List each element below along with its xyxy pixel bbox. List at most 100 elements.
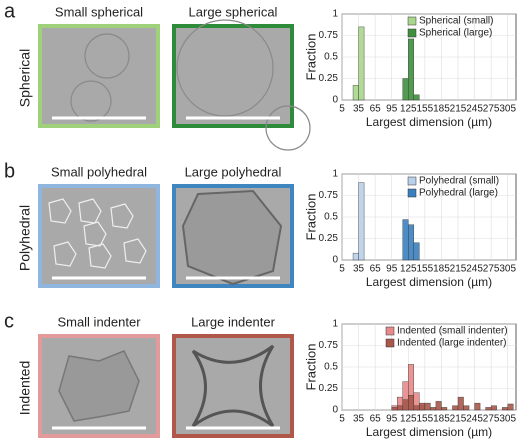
- legend-label: Spherical (small): [419, 16, 493, 27]
- bar: [352, 252, 359, 261]
- bar: [463, 405, 470, 411]
- row-label: Polyhedral: [17, 205, 33, 271]
- y-axis-label: Fraction: [303, 194, 318, 241]
- bar: [358, 182, 365, 261]
- particle: [78, 198, 102, 224]
- y-tick-label: 0.75: [319, 340, 339, 351]
- x-tick-label: 35: [353, 264, 365, 275]
- x-tick-label: 155: [417, 414, 434, 425]
- x-tick-label: 5: [339, 104, 345, 115]
- legend-label: Indented (small indenter): [397, 326, 508, 337]
- x-tick-label: 185: [433, 104, 450, 115]
- bar: [413, 242, 420, 261]
- legend-swatch: [407, 16, 417, 26]
- particle: [70, 80, 112, 122]
- legend-swatch: [407, 28, 417, 38]
- bar: [501, 407, 508, 411]
- x-tick-label: 245: [466, 414, 483, 425]
- legend-swatch: [385, 338, 395, 348]
- x-tick-label: 155: [417, 104, 434, 115]
- panel-letter: a: [4, 0, 16, 22]
- x-tick-label: 95: [386, 104, 398, 115]
- micrograph: [38, 184, 160, 288]
- x-tick-label: 305: [499, 104, 516, 115]
- x-tick-label: 35: [353, 414, 365, 425]
- x-tick-label: 35: [353, 104, 365, 115]
- particle: [48, 198, 72, 224]
- particle: [176, 19, 274, 117]
- x-axis-label: Largest dimension (µm): [366, 275, 492, 289]
- row-label: Spherical: [17, 49, 33, 107]
- bar: [413, 94, 420, 101]
- x-tick-label: 185: [433, 264, 450, 275]
- bar: [457, 396, 464, 411]
- bar: [424, 402, 431, 411]
- x-tick-label: 215: [450, 104, 467, 115]
- y-axis-label: Fraction: [303, 34, 318, 81]
- particle: [110, 203, 134, 229]
- x-tick-label: 275: [483, 264, 500, 275]
- x-tick-label: 155: [417, 264, 434, 275]
- bar: [352, 85, 359, 101]
- x-tick-label: 245: [466, 264, 483, 275]
- x-tick-label: 305: [499, 414, 516, 425]
- particle: [53, 241, 77, 267]
- x-tick-label: 245: [466, 104, 483, 115]
- legend-label: Polyhedral (large): [419, 188, 498, 199]
- x-tick-label: 215: [450, 264, 467, 275]
- legend-label: Spherical (large): [419, 28, 492, 39]
- bar: [485, 407, 492, 411]
- x-tick-label: 5: [339, 264, 345, 275]
- y-tick-label: 0.75: [319, 30, 339, 41]
- x-tick-label: 275: [483, 104, 500, 115]
- x-tick-label: 185: [433, 414, 450, 425]
- y-tick-label: 0.25: [319, 233, 339, 244]
- bar: [435, 401, 442, 411]
- bar: [408, 395, 415, 411]
- image-title: Large spherical: [189, 4, 278, 19]
- y-tick-label: 1: [332, 9, 338, 20]
- x-axis-label: Largest dimension (µm): [366, 115, 492, 129]
- legend-swatch: [407, 176, 417, 186]
- row-label: Indented: [17, 361, 33, 416]
- x-tick-label: 125: [400, 264, 417, 275]
- bar: [419, 402, 426, 411]
- legend-label: Polyhedral (small): [419, 176, 499, 187]
- micrograph: [172, 334, 294, 438]
- image-title: Small indenter: [57, 314, 141, 329]
- particle: [58, 350, 140, 422]
- y-tick-label: 0.5: [324, 52, 338, 63]
- image-title: Small spherical: [55, 4, 143, 19]
- bar: [441, 407, 448, 411]
- y-tick-label: 0: [332, 255, 338, 266]
- x-tick-label: 305: [499, 264, 516, 275]
- y-tick-label: 0.5: [324, 212, 338, 223]
- bar: [490, 405, 497, 411]
- bar: [452, 405, 459, 411]
- y-tick-label: 0.25: [319, 73, 339, 84]
- legend-swatch: [407, 188, 417, 198]
- x-tick-label: 125: [400, 414, 417, 425]
- x-tick-label: 65: [370, 104, 382, 115]
- bar: [408, 38, 415, 101]
- particle: [84, 33, 130, 79]
- bar: [391, 407, 398, 411]
- x-axis-label: Largest dimension (µm): [366, 425, 492, 439]
- x-tick-label: 5: [339, 414, 345, 425]
- bar: [408, 224, 415, 261]
- y-tick-label: 0: [332, 95, 338, 106]
- particle: [265, 105, 311, 151]
- panel-letter: b: [4, 160, 15, 182]
- particle: [123, 238, 147, 264]
- particle: [83, 221, 107, 247]
- bar: [402, 78, 409, 101]
- bar: [402, 219, 409, 261]
- x-tick-label: 215: [450, 414, 467, 425]
- legend-swatch: [385, 326, 395, 336]
- x-tick-label: 125: [400, 104, 417, 115]
- x-tick-label: 95: [386, 414, 398, 425]
- legend-label: Indented (large indenter): [397, 338, 507, 349]
- image-title: Large polyhedral: [185, 164, 282, 179]
- bar: [358, 26, 365, 101]
